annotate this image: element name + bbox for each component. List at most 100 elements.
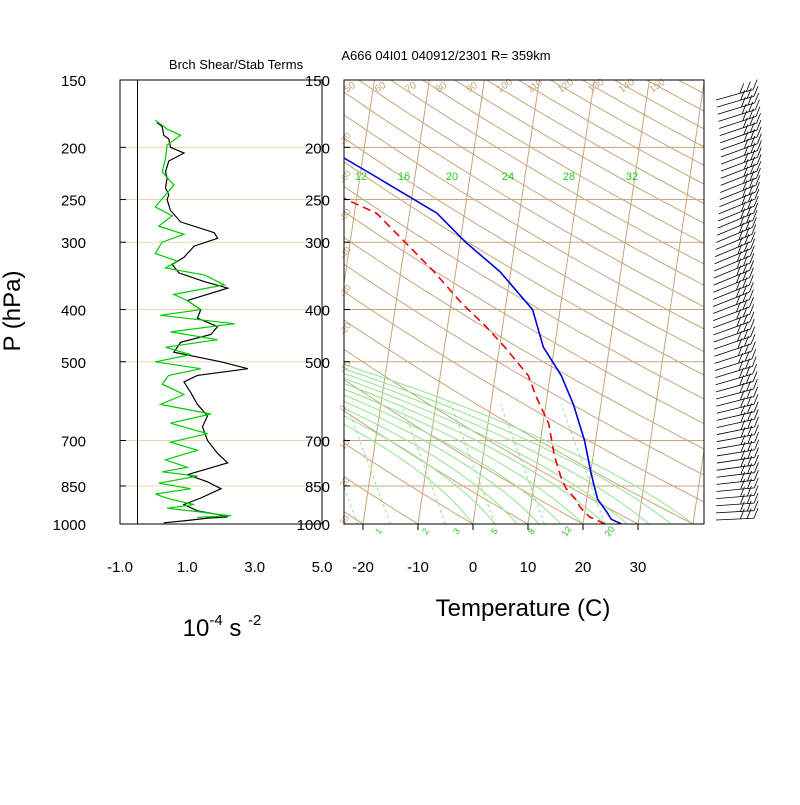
dry-adiabat-line bbox=[0, 80, 308, 524]
right-x-tick-label: -20 bbox=[352, 559, 374, 576]
saturation-adiabat-label: 20 bbox=[446, 171, 458, 183]
wind-barb-shaft bbox=[718, 103, 755, 114]
wind-barb-feather bbox=[753, 210, 757, 220]
right-y-tick-label: 400 bbox=[305, 303, 330, 320]
wind-barb-shaft bbox=[719, 117, 756, 129]
left-x-tick-label: -1.0 bbox=[107, 559, 133, 576]
isotherm-edge-label: -10 bbox=[337, 359, 353, 375]
saturation-adiabat-label: 32 bbox=[626, 171, 638, 183]
wind-barb-feather bbox=[740, 383, 744, 393]
wind-barb-feather bbox=[753, 80, 757, 90]
wind-barb-shaft bbox=[716, 518, 754, 520]
wind-barb-feather bbox=[754, 196, 758, 206]
mixing-ratio-label: 2 bbox=[420, 526, 431, 536]
left-x-tick-label: 5.0 bbox=[312, 559, 333, 576]
isotherm-edge-label: -40 bbox=[337, 245, 353, 261]
wind-barb-feather bbox=[751, 334, 755, 344]
left-y-tick-label: 1000 bbox=[53, 517, 86, 534]
wind-barb-feather bbox=[755, 182, 759, 192]
dry-adiabat-line bbox=[679, 80, 800, 524]
wind-barb-feather bbox=[755, 93, 759, 103]
wind-barb-feather bbox=[741, 90, 745, 100]
left-y-tick-label: 700 bbox=[61, 434, 86, 451]
isotherm-edge-label: -50 bbox=[337, 207, 353, 223]
right-x-tick-label: 20 bbox=[575, 559, 592, 576]
left-y-tick-label: 300 bbox=[61, 235, 86, 252]
wind-barb-feather bbox=[754, 203, 758, 213]
wind-barb-feather bbox=[742, 104, 746, 114]
wind-barb-shaft bbox=[720, 123, 757, 135]
dry-adiabat-label: 60 bbox=[373, 80, 389, 96]
wind-barb-feather bbox=[755, 100, 759, 110]
y-axis-title: P (hPa) bbox=[0, 271, 26, 352]
wind-barb-feather bbox=[751, 232, 755, 242]
isotherm-edge-label: -70 bbox=[337, 131, 353, 147]
wind-barb-feather bbox=[740, 83, 744, 93]
right-y-tick-label: 150 bbox=[305, 73, 330, 90]
wind-barb-shaft bbox=[715, 359, 752, 371]
wind-barb-feather bbox=[754, 394, 758, 404]
dry-adiabat-label: 90 bbox=[464, 80, 480, 96]
dry-adiabat-label: 80 bbox=[434, 80, 450, 96]
left-y-tick-label: 500 bbox=[61, 355, 86, 372]
wind-barb-shaft bbox=[720, 185, 756, 200]
isotherm-edge-label: -20 bbox=[337, 321, 353, 337]
wind-barb-feather bbox=[753, 379, 757, 389]
left-y-tick-label: 250 bbox=[61, 193, 86, 210]
wind-barb-feather bbox=[755, 189, 759, 199]
wind-barb-shaft bbox=[719, 192, 755, 207]
dry-adiabat-line bbox=[583, 80, 800, 524]
wind-barb-shaft bbox=[717, 473, 755, 478]
wind-barb-shaft bbox=[716, 234, 752, 249]
right-panel-frame bbox=[344, 80, 704, 524]
mixing-ratio-label: 12 bbox=[560, 524, 574, 538]
wind-barb-feather bbox=[753, 364, 757, 374]
left-x-axis-units: 10-4 s -2 bbox=[183, 612, 262, 642]
saturation-adiabat-line bbox=[0, 147, 671, 524]
left-x-tick-label: 1.0 bbox=[177, 559, 198, 576]
right-x-tick-label: 10 bbox=[520, 559, 537, 576]
right-y-tick-label: 300 bbox=[305, 235, 330, 252]
saturation-adiabat-label: 28 bbox=[563, 171, 575, 183]
dry-adiabat-label: 100 bbox=[495, 77, 515, 96]
isotherm-line bbox=[363, 80, 429, 524]
right-chart-title: A666 04I01 040912/2301 R= 359km bbox=[341, 48, 550, 63]
wind-barb-shaft bbox=[716, 503, 754, 506]
isotherm-edge-label: -60 bbox=[337, 169, 353, 185]
dry-adiabat-label: 150 bbox=[647, 77, 667, 96]
wind-barb-feather bbox=[754, 387, 758, 397]
wind-barb-shaft bbox=[713, 322, 749, 335]
isotherm-line bbox=[198, 80, 264, 524]
wind-barb-shaft bbox=[714, 329, 751, 342]
left-y-tick-label: 200 bbox=[61, 140, 86, 157]
wind-barb-feather bbox=[752, 217, 756, 227]
left-series-group bbox=[155, 120, 248, 523]
wind-barb-feather bbox=[754, 86, 758, 96]
saturation-adiabat-line bbox=[0, 147, 583, 524]
right-y-tick-label: 250 bbox=[305, 193, 330, 210]
saturation-adiabat-label: 12 bbox=[355, 171, 367, 183]
wind-barb-feather bbox=[756, 175, 760, 185]
saturation-adiabat-label: 16 bbox=[398, 171, 410, 183]
wind-barb-feather bbox=[752, 349, 756, 359]
right-x-tick-label: -10 bbox=[407, 559, 429, 576]
x-axis-title: Temperature (C) bbox=[436, 595, 611, 622]
mixing-ratio-line bbox=[501, 404, 545, 524]
isotherm-line bbox=[528, 80, 594, 524]
right-y-tick-label: 850 bbox=[305, 479, 330, 496]
wind-barb-feather bbox=[753, 372, 757, 382]
wind-barb-feather bbox=[749, 102, 753, 112]
wind-barb-feather bbox=[747, 88, 751, 98]
mixing-ratio-label: 5 bbox=[489, 526, 500, 536]
wind-barb-shaft bbox=[719, 199, 755, 214]
wind-barb-shaft bbox=[716, 488, 754, 492]
mixing-ratio-label: 1 bbox=[373, 526, 384, 536]
wind-barb-feather bbox=[752, 357, 756, 367]
wind-barb-feather bbox=[741, 97, 745, 107]
mixing-ratio-line bbox=[264, 404, 308, 524]
dry-adiabat-line bbox=[615, 80, 800, 524]
right-x-tick-label: 0 bbox=[469, 559, 477, 576]
dry-adiabat-line bbox=[0, 80, 253, 524]
wind-barb-feather bbox=[750, 319, 754, 329]
